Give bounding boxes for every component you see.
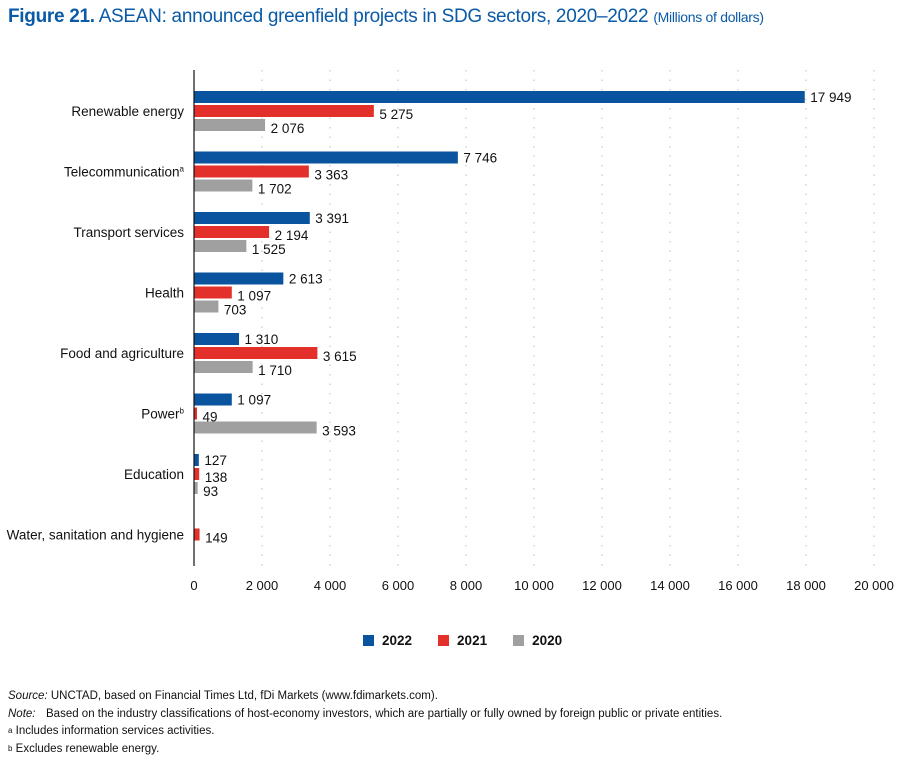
x-tick-label: 18 000	[786, 578, 826, 593]
x-tick-label: 10 000	[514, 578, 554, 593]
legend-label-2020: 2020	[532, 633, 563, 648]
footnote-a-mark: a	[8, 726, 13, 735]
footnote-b: b Excludes renewable energy.	[8, 741, 722, 759]
x-tick-label: 16 000	[718, 578, 758, 593]
category-superscript: b	[180, 407, 185, 416]
x-axis-ticks: 0 2 000 4 000 6 000 8 000 10 000 12 000 14 000 1…	[190, 578, 894, 593]
x-tick-label: 0	[190, 578, 197, 593]
value-label-2022: 1 097	[237, 393, 271, 408]
legend-swatch-2022	[363, 635, 374, 646]
bar-2020	[194, 179, 253, 192]
footnote-b-text: Excludes renewable energy.	[15, 742, 160, 755]
legend-item-2020: 2020	[513, 633, 562, 648]
x-tick-label: 12 000	[582, 578, 622, 593]
bar-2021	[194, 286, 232, 299]
bars	[194, 91, 805, 541]
value-label-2020: 2 076	[271, 121, 305, 136]
bar-2021	[194, 528, 200, 541]
category-label: Education	[124, 467, 184, 482]
value-label-2021: 49	[203, 410, 218, 425]
value-labels: 17 949 5 275 2 076 7 746 3 363 1 702 3 391 2 19…	[203, 90, 852, 546]
value-label-2021: 1 097	[237, 289, 271, 304]
figure-number: Figure 21.	[8, 6, 95, 27]
bar-2020	[194, 240, 247, 252]
footnote-a: a Includes information services activiti…	[8, 723, 722, 741]
footnote-a-text: Includes information services activities…	[15, 725, 215, 737]
value-label-2021: 138	[205, 470, 228, 485]
category-superscript: a	[180, 165, 185, 174]
category-label: Powerb	[141, 407, 184, 422]
legend-swatch-2020	[513, 635, 525, 646]
figure-unit: (Millions of dollars)	[653, 9, 764, 25]
category-labels: Renewable energy Telecommunicationa Transp…	[7, 104, 185, 543]
bar-2022	[194, 91, 805, 103]
category-label: Food and agriculture	[60, 346, 184, 361]
source-line: Source: UNCTAD, based on Financial Times…	[8, 688, 722, 706]
value-label-2022: 2 613	[289, 272, 323, 287]
note-label: Note:	[8, 707, 36, 720]
value-label-2022: 3 391	[315, 211, 349, 226]
note-line: Note: Based on the industry classificatio…	[8, 706, 722, 724]
value-label-2022: 7 746	[463, 151, 497, 166]
bar-2022	[194, 212, 310, 224]
source-text: UNCTAD, based on Financial Times Ltd, fD…	[50, 690, 438, 702]
value-label-2020: 3 593	[322, 424, 356, 439]
note-text: Based on the industry classifications of…	[46, 707, 723, 720]
figure-title-text: ASEAN: announced greenfield projects in …	[98, 6, 649, 27]
bar-2020	[194, 119, 266, 131]
bar-2021	[194, 347, 318, 359]
source-label: Source:	[8, 690, 48, 702]
x-tick-label: 14 000	[650, 578, 690, 593]
value-label-2020: 1 702	[258, 182, 292, 197]
legend-label-2021: 2021	[457, 633, 488, 648]
x-tick-label: 8 000	[450, 578, 483, 593]
legend-label-2022: 2022	[382, 633, 413, 648]
value-label-2022: 17 949	[810, 90, 851, 105]
value-label-2020: 1 525	[252, 242, 286, 257]
value-label-2022: 1 310	[245, 332, 279, 347]
x-tick-label: 2 000	[246, 578, 279, 593]
legend-item-2021: 2021	[438, 633, 487, 648]
category-label: Renewable energy	[71, 104, 184, 119]
bar-2022	[194, 454, 199, 466]
bar-2022	[194, 393, 232, 406]
value-label-2020: 93	[203, 484, 218, 499]
category-label: Telecommunicationa	[64, 165, 185, 180]
bar-2022	[194, 151, 458, 164]
legend-item-2022: 2022	[363, 633, 412, 648]
value-label-2020: 1 710	[258, 363, 292, 378]
bar-2022	[194, 272, 284, 285]
figure-notes: Source: UNCTAD, based on Financial Times…	[8, 688, 722, 758]
x-tick-label: 6 000	[382, 578, 415, 593]
bar-2021	[194, 226, 270, 238]
category-label: Transport services	[73, 225, 184, 240]
bar-2021	[194, 407, 197, 420]
value-label-2020: 703	[224, 303, 247, 318]
bar-2020	[194, 482, 198, 494]
bar-2021	[194, 468, 200, 480]
value-label-2022: 127	[204, 453, 227, 468]
bar-2020	[194, 421, 317, 434]
bar-2020	[194, 361, 253, 373]
figure-title: Figure 21. ASEAN: announced greenfield p…	[8, 6, 764, 28]
legend: 2022 2021 2020	[363, 633, 562, 648]
category-label: Health	[145, 286, 184, 301]
category-label: Water, sanitation and hygiene	[7, 528, 184, 543]
value-label-2021: 3 363	[314, 168, 348, 183]
bar-2021	[194, 105, 374, 117]
grid-lines	[261, 70, 875, 566]
bar-2020	[194, 300, 219, 313]
value-label-2021: 5 275	[379, 107, 413, 122]
bar-2021	[194, 165, 309, 178]
legend-swatch-2021	[438, 635, 450, 646]
footnote-b-mark: b	[8, 743, 13, 753]
bar-2022	[194, 333, 240, 345]
value-label-2021: 3 615	[323, 349, 357, 364]
value-label-2021: 149	[205, 531, 228, 546]
x-tick-label: 4 000	[314, 578, 347, 593]
value-label-2021: 2 194	[275, 228, 309, 243]
bar-chart: 17 949 5 275 2 076 7 746 3 363 1 702 3 391 2 19…	[7, 70, 894, 593]
x-tick-label: 20 000	[854, 578, 894, 593]
